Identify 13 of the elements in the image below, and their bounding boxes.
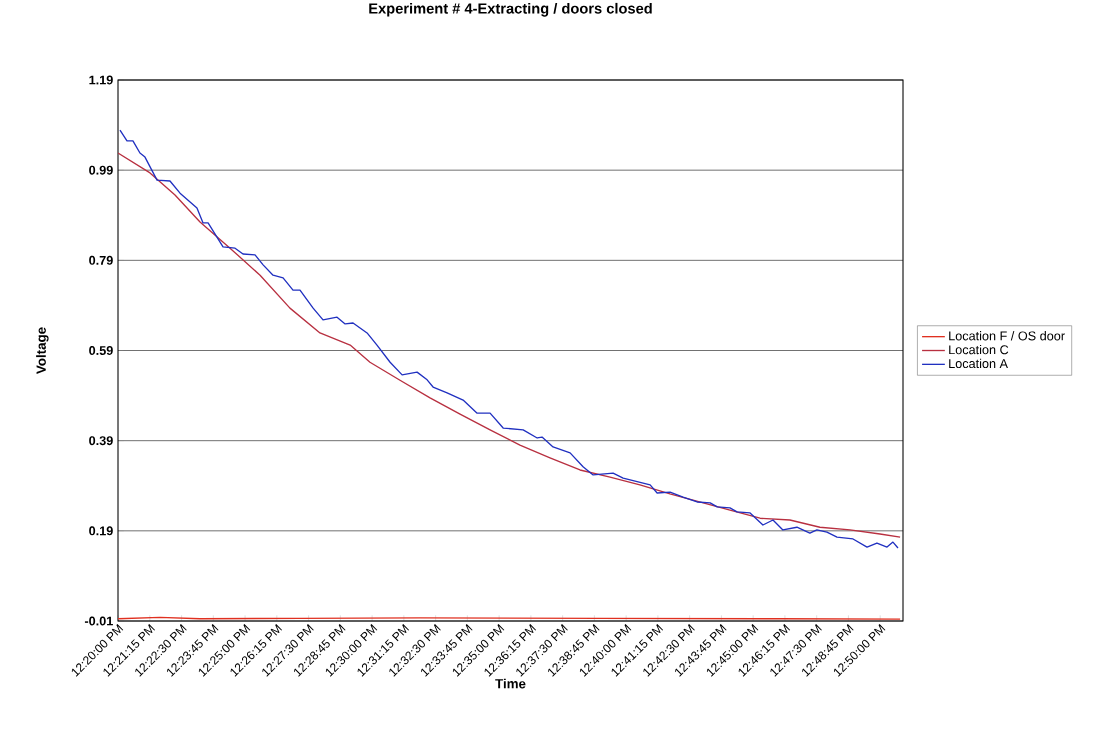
legend-label: Location C <box>949 344 1009 355</box>
legend-label: Location F / OS door <box>949 331 1065 341</box>
y-tick-label: -0.01 <box>84 616 113 626</box>
y-tick-label: 0.39 <box>89 436 113 446</box>
y-tick-label: 0.19 <box>89 526 113 536</box>
y-tick-label: 0.79 <box>89 255 113 265</box>
y-tick-label: 0.99 <box>89 165 113 175</box>
chart-title: Experiment # 4-Extracting / doors closed <box>369 2 652 17</box>
legend-label: Location A <box>949 358 1008 369</box>
y-tick-label: 0.59 <box>89 346 113 355</box>
x-axis-title: Time <box>495 678 526 689</box>
y-tick-label: 1.19 <box>89 75 113 85</box>
y-axis-title: Voltage <box>36 327 49 375</box>
